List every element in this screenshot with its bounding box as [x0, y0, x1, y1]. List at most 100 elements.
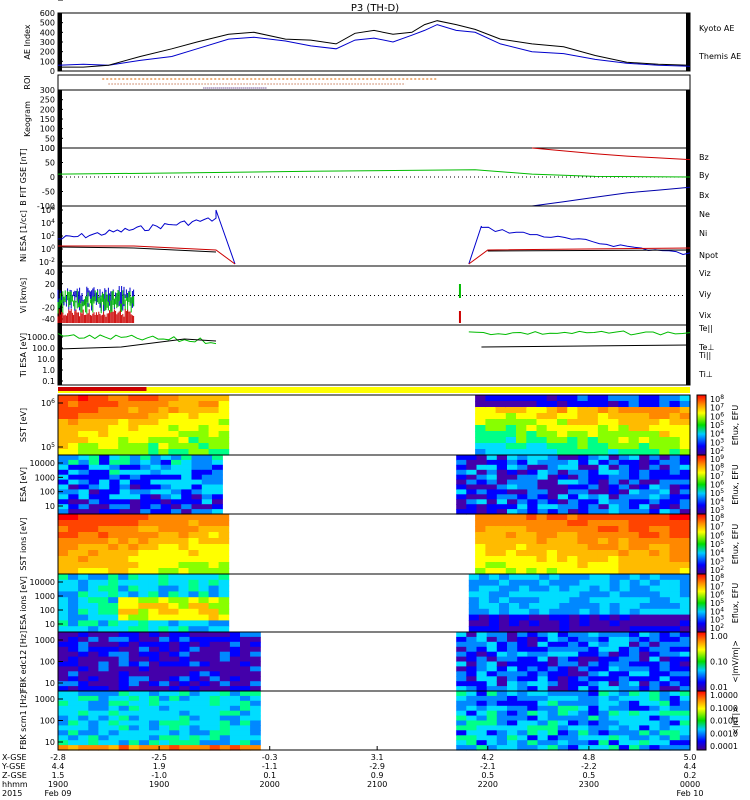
- esa-ion-cell: [659, 614, 671, 621]
- sst-electron-cell: [567, 401, 578, 408]
- fbk-edc-cell: [138, 646, 150, 653]
- fbk-scm-cell: [679, 715, 691, 722]
- sst-ion-cell: [108, 544, 119, 551]
- density-axis-tick-label: 10-2: [39, 257, 55, 267]
- sst-electron-cell: [649, 449, 660, 456]
- sst-ion-cell: [659, 514, 671, 521]
- fbk-scm-cell: [199, 705, 211, 712]
- sst-electron-cell: [485, 443, 497, 450]
- fbk-scm-cell: [568, 710, 579, 717]
- esa-electron-cell: [537, 494, 549, 500]
- sst-electron-cell: [218, 449, 230, 456]
- fbk-edc-cell: [568, 636, 579, 643]
- fbk-scm-cell: [456, 725, 467, 731]
- fbk-scm-cell: [507, 695, 518, 702]
- sst-ion-cell: [98, 532, 109, 539]
- fbk-scm-cell: [88, 725, 99, 731]
- mode-bar: [58, 387, 147, 391]
- sst-ion-cell: [659, 562, 671, 569]
- fbk-edc-cell: [118, 646, 130, 653]
- fbk-scm-cell: [138, 695, 150, 702]
- esa-ion-cell: [198, 620, 210, 627]
- fbk-edc-cell: [629, 681, 640, 687]
- fbk-scm-cell: [240, 720, 251, 726]
- sst-ion-cell: [118, 514, 129, 521]
- esa-electron-cell: [160, 509, 172, 515]
- sst-electron-cell: [78, 413, 89, 420]
- esa-electron-cell: [496, 459, 508, 466]
- sst-ion-cell: [68, 544, 79, 551]
- esa-electron-axis-tick-label: 100: [40, 488, 55, 497]
- esa-electron-cell: [476, 494, 488, 500]
- sst-electron-cell: [597, 437, 609, 444]
- fbk-edc-cell: [250, 661, 261, 667]
- sst-ion-cell: [618, 562, 630, 569]
- esa-electron-cell: [466, 464, 478, 471]
- esa-ion-cell: [118, 603, 129, 610]
- fbk-scm-cell: [199, 691, 211, 697]
- esa-electron-cell: [191, 499, 203, 505]
- esa-electron-cell: [649, 469, 661, 476]
- fbk-scm-cell: [250, 740, 261, 746]
- fbk-edc-cell: [149, 646, 160, 653]
- sst-ion-cell: [628, 568, 640, 575]
- temp-legend-tipar: Ti||: [698, 351, 711, 360]
- fbk-edc-cell: [659, 651, 671, 658]
- esa-electron-cell: [201, 494, 213, 500]
- esa-electron-cell: [486, 459, 498, 466]
- esa-electron-cell: [598, 504, 610, 510]
- esa-electron-cell: [201, 489, 213, 495]
- sst-ion-cell: [88, 550, 99, 557]
- esa-electron-cell: [649, 494, 661, 500]
- sst-ion-cell: [505, 544, 517, 551]
- fbk-edc-cell: [229, 661, 241, 667]
- sst-electron-cell: [68, 407, 79, 414]
- sst-ion-cell: [58, 532, 69, 539]
- fbk-scm-cell: [466, 720, 478, 726]
- sst-ion-colorbar-tick: 106: [710, 530, 724, 540]
- sst-electron-cell: [58, 401, 69, 408]
- fbk-scm-cell: [547, 720, 559, 726]
- esa-electron-cell: [88, 469, 100, 476]
- sst-ion-cell: [587, 550, 599, 557]
- sst-electron-cell: [659, 437, 671, 444]
- fbk-edc-cell: [568, 686, 579, 692]
- esa-ion-cell: [188, 591, 200, 598]
- sst-ion-cell: [618, 550, 630, 557]
- sst-ion-cell: [58, 562, 69, 569]
- esa-ion-cell: [499, 579, 510, 587]
- sst-ion-cell: [526, 550, 538, 557]
- esa-ion-cell: [188, 585, 200, 592]
- sst-electron-cell: [659, 419, 671, 426]
- sst-ion-cell: [88, 544, 99, 551]
- fbk-scm-cell: [88, 700, 99, 707]
- fbk-edc-cell: [476, 661, 488, 667]
- fbk-scm-cell: [598, 710, 610, 717]
- fbk-edc-cell: [547, 681, 559, 687]
- sst-electron-cell: [526, 407, 538, 414]
- fbk-edc-cell: [517, 681, 528, 687]
- fbk-scm-cell: [598, 745, 610, 751]
- sst-electron-cell: [577, 395, 589, 402]
- esa-ion-cell: [58, 585, 69, 592]
- sst-ion-cell: [608, 556, 619, 563]
- fbk-scm-cell: [507, 691, 518, 697]
- fbk-edc-cell: [618, 656, 630, 663]
- esa-electron-cell: [150, 474, 162, 481]
- fbk-scm-cell: [159, 735, 170, 741]
- esa-electron-cell: [608, 504, 620, 510]
- fbk-scm-cell: [669, 705, 681, 712]
- fbk-scm-cell: [250, 720, 261, 726]
- fbk-scm-cell: [578, 700, 589, 707]
- fbk-edc-cell: [537, 651, 549, 658]
- fbk-edc-cell: [568, 646, 579, 653]
- fbk-edc-cell: [527, 681, 539, 687]
- fbk-edc-cell: [639, 656, 650, 663]
- fbk-scm-cell: [209, 700, 221, 707]
- fbk-edc-cell: [629, 666, 640, 672]
- fbk-scm-cell: [250, 705, 261, 712]
- esa-ion-cell: [549, 574, 560, 581]
- esa-electron-cell: [598, 494, 610, 500]
- sst-electron-cell: [659, 401, 671, 408]
- esa-ion-cell: [178, 591, 190, 598]
